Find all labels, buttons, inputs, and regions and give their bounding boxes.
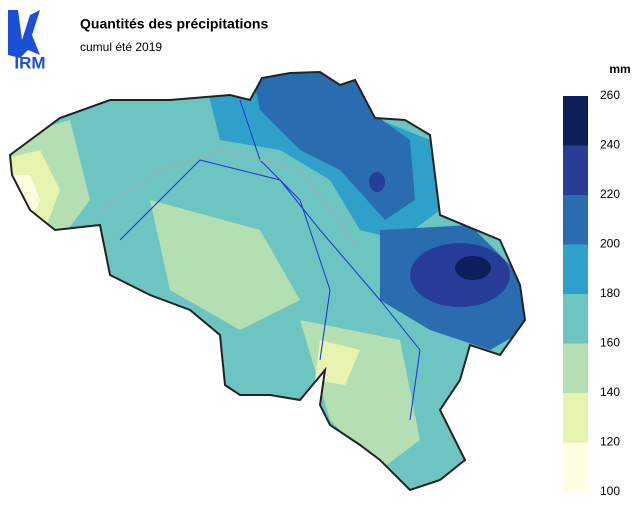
legend-tick-label: 180 bbox=[600, 286, 620, 300]
zone bbox=[150, 200, 300, 330]
legend-tick-label: 100 bbox=[600, 484, 620, 498]
legend-tick-label: 200 bbox=[600, 237, 620, 251]
river bbox=[239, 99, 331, 361]
logo-text: IRM bbox=[14, 53, 45, 72]
legend-tick-label: 120 bbox=[600, 435, 620, 449]
legend-band bbox=[563, 393, 588, 443]
zone bbox=[315, 340, 360, 385]
logo-mark bbox=[8, 10, 40, 58]
legend-tick-label: 140 bbox=[600, 385, 620, 399]
title: Quantités des précipitations bbox=[80, 16, 268, 32]
map bbox=[10, 72, 525, 490]
subtitle: cumul été 2019 bbox=[80, 40, 162, 54]
legend-tick-label: 220 bbox=[600, 187, 620, 201]
legend: 100 120 140 160 180 200 220 240 260 bbox=[563, 88, 620, 498]
river bbox=[119, 159, 421, 421]
legend-band bbox=[563, 442, 588, 492]
legend-band bbox=[563, 145, 588, 195]
legend-band bbox=[563, 294, 588, 344]
legend-tick-label: 240 bbox=[600, 138, 620, 152]
legend-band bbox=[563, 195, 588, 245]
legend-unit: mm bbox=[609, 62, 630, 76]
legend-band bbox=[563, 343, 588, 393]
zone bbox=[455, 256, 491, 280]
border bbox=[99, 149, 361, 251]
zone bbox=[369, 172, 385, 192]
legend-band bbox=[563, 96, 588, 146]
legend-tick-label: 260 bbox=[600, 88, 620, 102]
logo: IRM bbox=[8, 10, 46, 72]
legend-band bbox=[563, 244, 588, 294]
legend-tick-label: 160 bbox=[600, 336, 620, 350]
